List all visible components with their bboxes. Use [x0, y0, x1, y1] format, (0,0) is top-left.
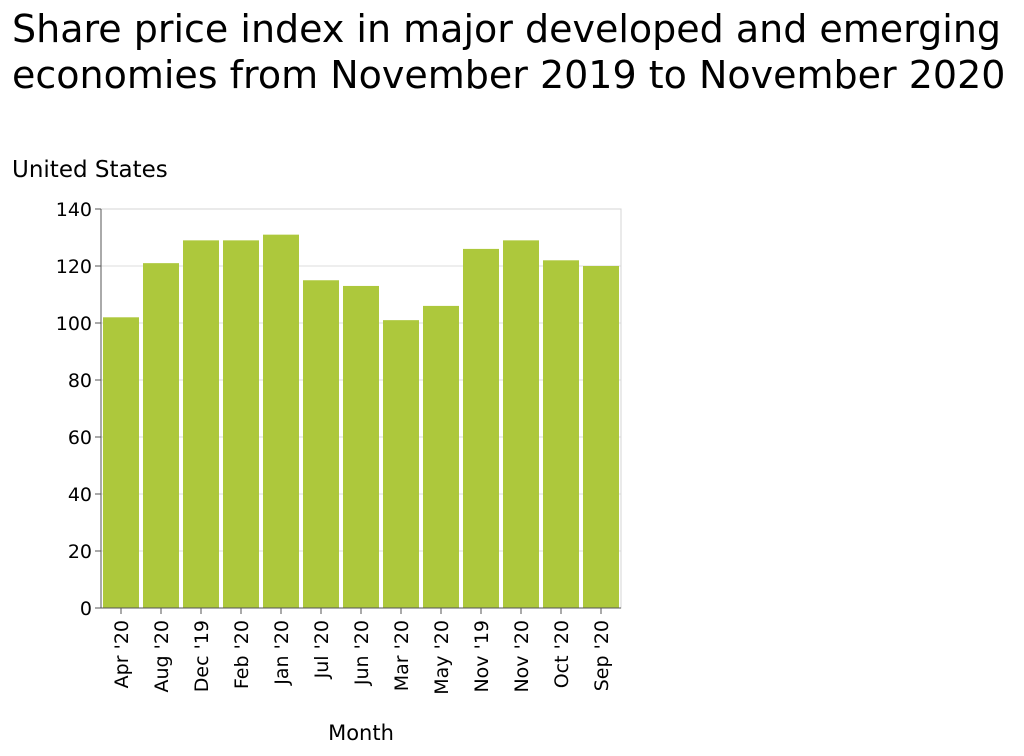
x-tick-label: Sep '20 [591, 620, 613, 691]
x-axis-title: Month [328, 721, 394, 745]
y-ticks: 0 20 40 60 80 100 120 140 [56, 199, 101, 620]
x-tick-label: Jul '20 [311, 620, 333, 679]
y-tick-label: 100 [56, 313, 92, 335]
y-tick-label: 140 [56, 199, 92, 221]
bar [263, 234, 299, 608]
y-tick-label: 20 [68, 541, 92, 563]
bar [463, 248, 499, 608]
chart-title: Share price index in major developed and… [12, 7, 1006, 97]
x-tick-label: Aug '20 [151, 620, 173, 693]
x-tick-label: Oct '20 [551, 620, 573, 688]
bar [423, 305, 459, 608]
y-tick-label: 40 [68, 484, 92, 506]
bar [223, 240, 259, 608]
bar [343, 285, 379, 608]
x-tick-label: Jan '20 [271, 620, 293, 686]
x-ticks: Apr '20 Aug '20 Dec '19 Feb '20 Jan '20 Jul '… [111, 608, 613, 695]
bar [303, 280, 339, 608]
chart-subtitle: United States [12, 157, 168, 183]
bar [383, 320, 419, 608]
bar [543, 260, 579, 608]
y-tick-label: 120 [56, 256, 92, 278]
bar [503, 240, 539, 608]
x-tick-label: Apr '20 [111, 620, 133, 688]
x-tick-label: Feb '20 [231, 620, 253, 689]
x-tick-label: Mar '20 [391, 620, 413, 691]
bar [103, 317, 139, 608]
bar [143, 263, 179, 608]
y-tick-label: 0 [80, 598, 92, 620]
x-tick-label: Jun '20 [351, 620, 373, 686]
bars [103, 234, 619, 608]
x-tick-label: Dec '19 [191, 620, 213, 692]
y-tick-label: 80 [68, 370, 92, 392]
bar [583, 266, 619, 608]
x-tick-label: Nov '20 [511, 620, 533, 693]
bar [183, 240, 219, 608]
x-tick-label: May '20 [431, 620, 453, 695]
y-tick-label: 60 [68, 427, 92, 449]
x-tick-label: Nov '19 [471, 620, 493, 693]
